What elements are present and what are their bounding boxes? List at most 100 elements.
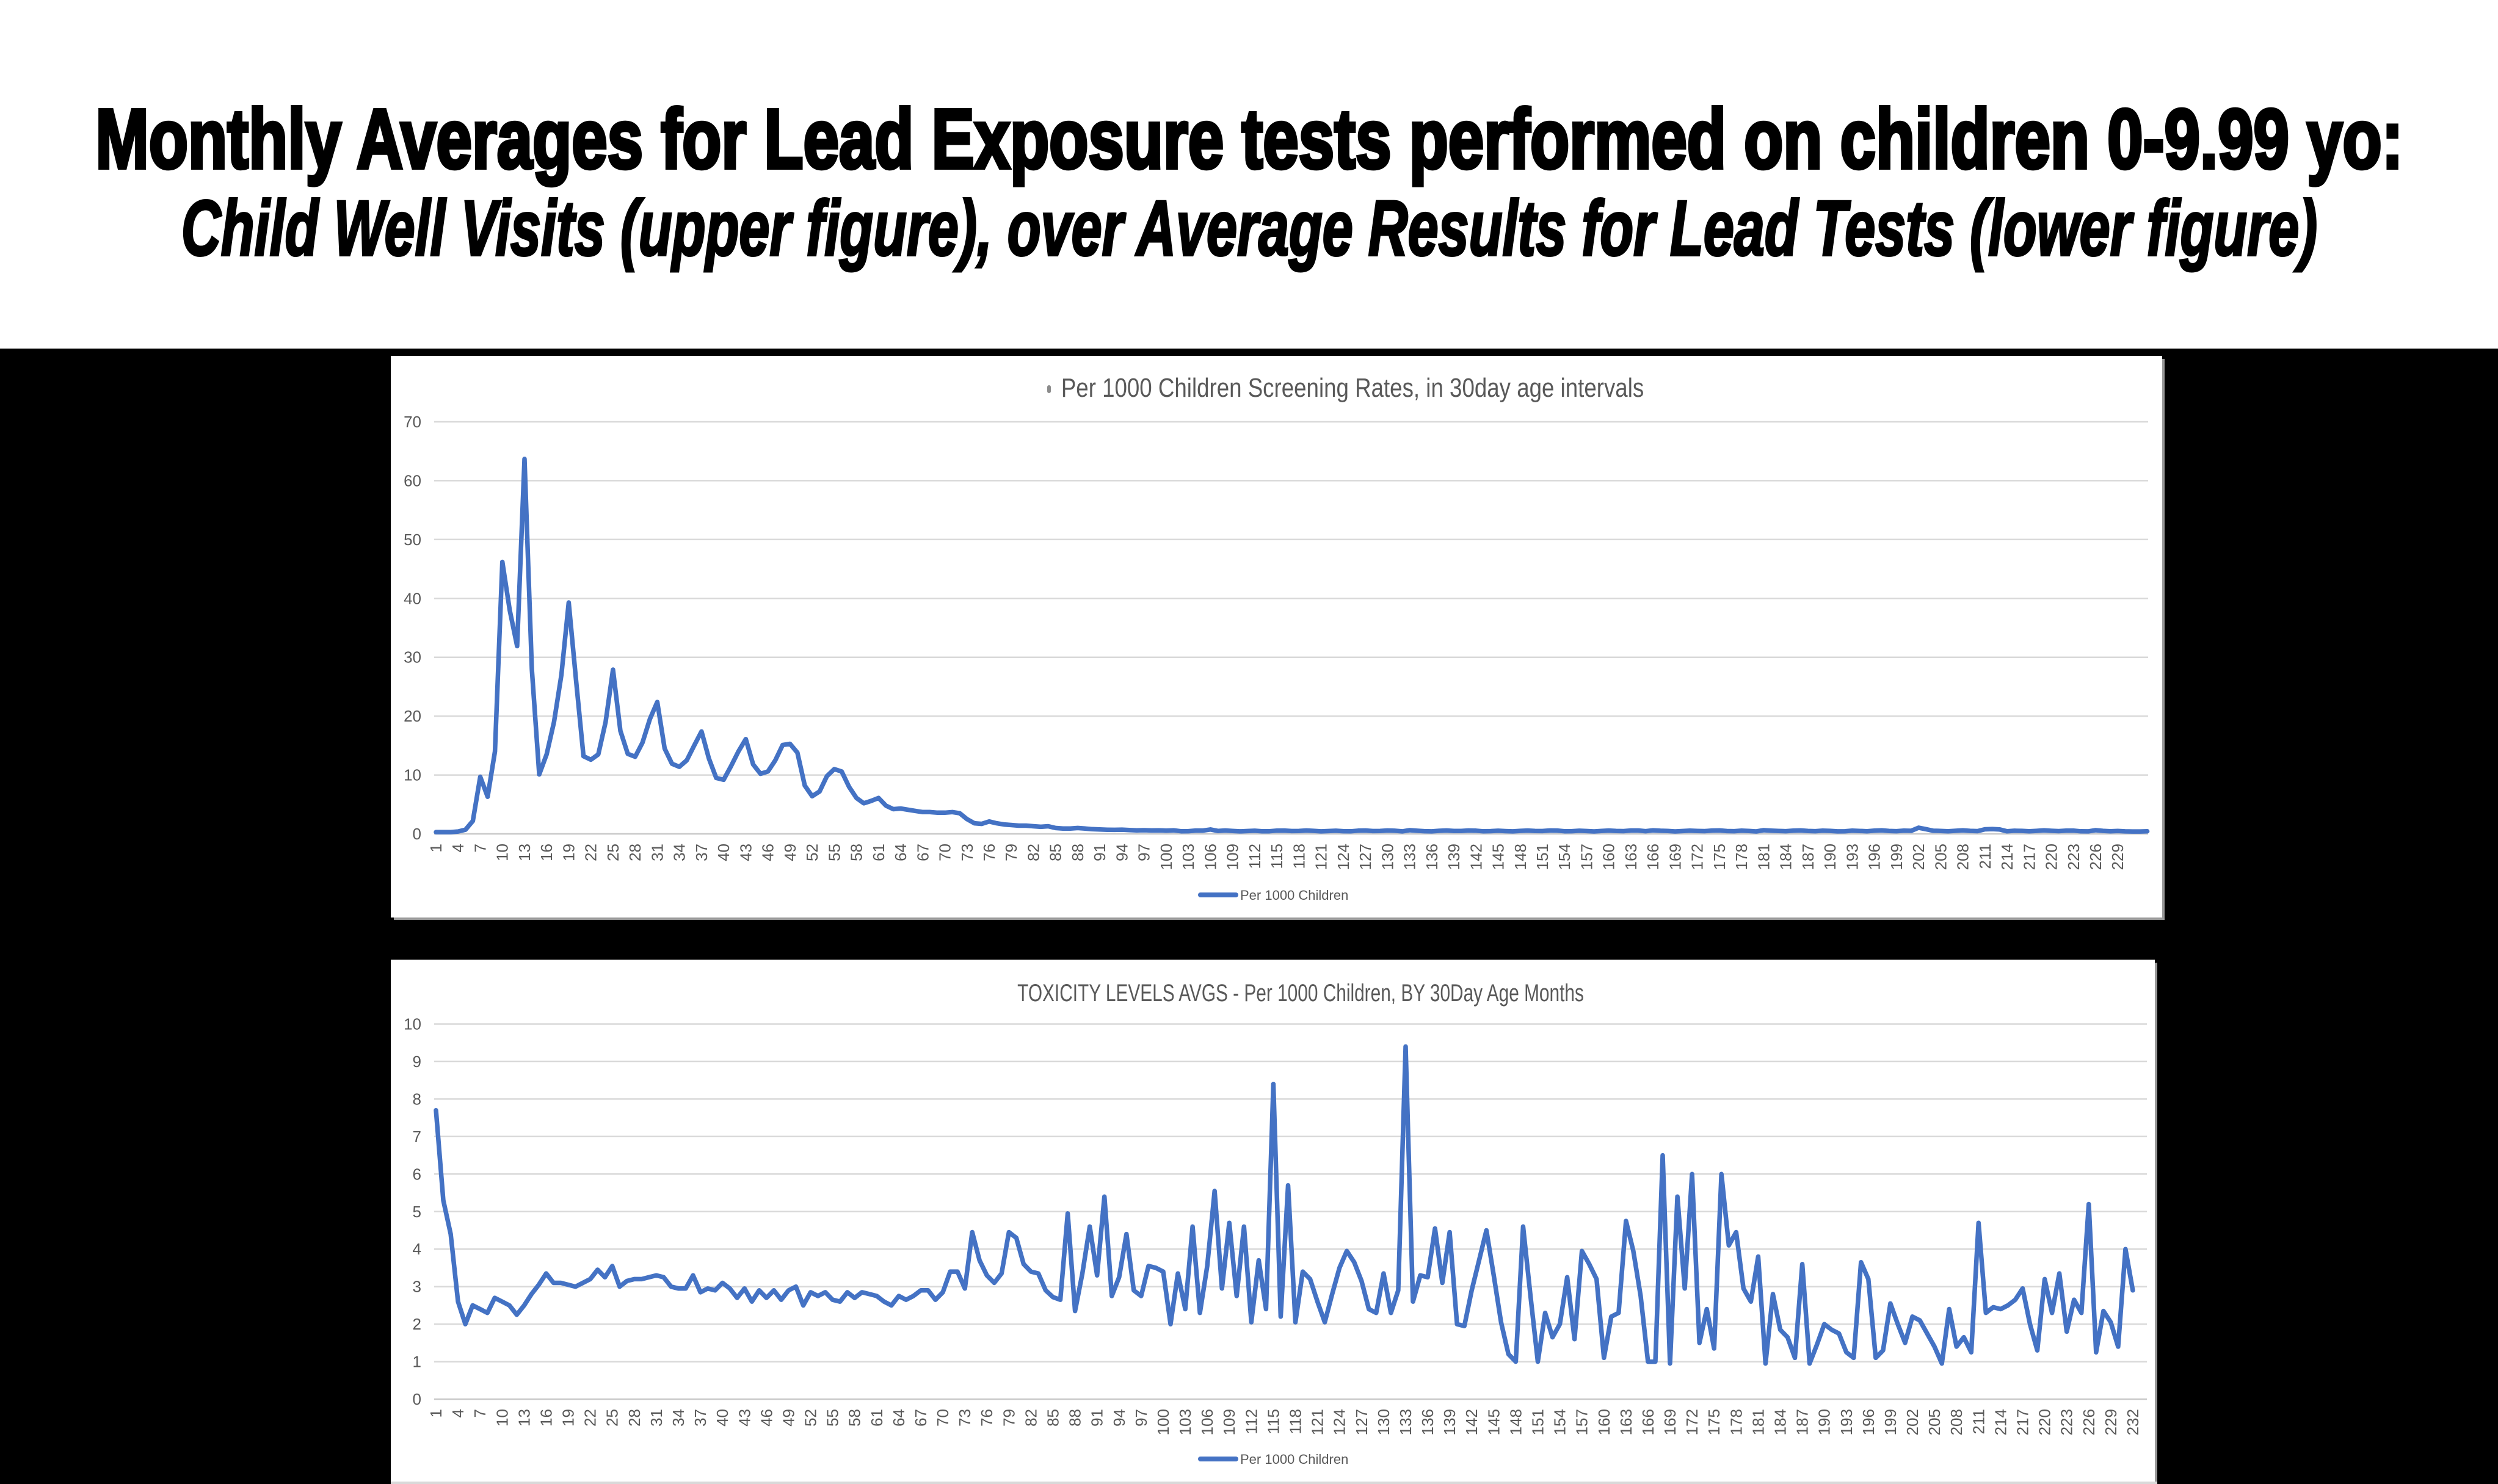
svg-text:76: 76 [978, 1409, 996, 1427]
svg-text:202: 202 [1903, 1409, 1922, 1435]
svg-text:40: 40 [404, 589, 421, 607]
svg-text:223: 223 [2064, 844, 2083, 870]
svg-text:214: 214 [1991, 1409, 2010, 1435]
svg-text:60: 60 [404, 471, 421, 490]
svg-text:46: 46 [757, 1409, 775, 1427]
svg-text:40: 40 [713, 1409, 732, 1427]
svg-text:Per 1000 Children: Per 1000 Children [1240, 888, 1348, 903]
svg-text:79: 79 [1000, 1409, 1018, 1427]
svg-text:184: 184 [1771, 1409, 1790, 1435]
svg-text:193: 193 [1837, 1409, 1856, 1435]
svg-text:127: 127 [1352, 1409, 1371, 1435]
svg-text:7: 7 [471, 1409, 489, 1417]
svg-text:37: 37 [692, 844, 711, 861]
svg-text:148: 148 [1506, 1409, 1525, 1435]
svg-text:76: 76 [980, 844, 998, 861]
svg-text:136: 136 [1418, 1409, 1437, 1435]
svg-text:154: 154 [1551, 1409, 1569, 1435]
svg-text:52: 52 [803, 844, 821, 861]
svg-text:193: 193 [1843, 844, 1861, 870]
svg-text:145: 145 [1489, 844, 1508, 870]
svg-text:55: 55 [825, 844, 843, 861]
svg-text:0: 0 [413, 1390, 421, 1408]
svg-text:151: 151 [1529, 1409, 1547, 1435]
svg-text:220: 220 [2036, 1409, 2054, 1435]
svg-text:130: 130 [1378, 844, 1396, 870]
svg-text:118: 118 [1287, 1409, 1305, 1434]
svg-text:55: 55 [824, 1409, 842, 1427]
svg-text:49: 49 [779, 1409, 797, 1427]
svg-text:70: 70 [934, 1409, 952, 1427]
svg-text:139: 139 [1445, 844, 1463, 870]
svg-text:184: 184 [1777, 844, 1795, 870]
svg-text:226: 226 [2080, 1409, 2098, 1435]
svg-text:166: 166 [1644, 844, 1662, 870]
svg-text:97: 97 [1132, 1409, 1150, 1427]
svg-text:94: 94 [1110, 1409, 1128, 1427]
svg-text:16: 16 [537, 844, 556, 861]
svg-text:64: 64 [890, 1409, 908, 1427]
svg-text:4: 4 [413, 1240, 421, 1258]
svg-text:61: 61 [868, 1409, 886, 1427]
svg-text:1: 1 [413, 1353, 421, 1371]
svg-text:28: 28 [626, 844, 644, 861]
svg-text:109: 109 [1220, 1409, 1238, 1435]
svg-text:6: 6 [413, 1165, 421, 1183]
svg-text:58: 58 [846, 1409, 864, 1427]
svg-text:8: 8 [413, 1090, 421, 1108]
svg-text:208: 208 [1947, 1409, 1966, 1435]
svg-text:145: 145 [1484, 1409, 1503, 1435]
svg-text:97: 97 [1135, 844, 1153, 861]
svg-text:73: 73 [956, 1409, 974, 1427]
svg-text:Monthly Averages for Lead Expo: Monthly Averages for Lead Exposure tests… [95, 92, 2403, 186]
svg-text:148: 148 [1511, 844, 1530, 870]
svg-text:13: 13 [515, 844, 534, 861]
svg-text:82: 82 [1022, 1409, 1040, 1427]
svg-text:67: 67 [913, 844, 932, 861]
svg-text:64: 64 [891, 844, 910, 861]
svg-text:10: 10 [404, 1015, 421, 1033]
svg-text:0: 0 [413, 825, 421, 843]
svg-text:9: 9 [413, 1052, 421, 1071]
svg-text:229: 229 [2108, 844, 2127, 870]
svg-text:208: 208 [1954, 844, 1972, 870]
svg-text:28: 28 [625, 1409, 644, 1427]
svg-text:88: 88 [1069, 844, 1087, 861]
svg-text:115: 115 [1264, 1409, 1282, 1434]
svg-text:118: 118 [1290, 844, 1308, 869]
svg-text:220: 220 [2042, 844, 2061, 870]
svg-text:124: 124 [1334, 844, 1352, 870]
svg-text:142: 142 [1467, 844, 1485, 870]
svg-text:50: 50 [404, 530, 421, 549]
svg-text:136: 136 [1423, 844, 1441, 870]
svg-text:214: 214 [1998, 844, 2016, 870]
svg-text:190: 190 [1815, 1409, 1834, 1435]
svg-text:160: 160 [1600, 844, 1618, 870]
svg-text:Per 1000 Children Screening Ra: Per 1000 Children Screening Rates, in 30… [1061, 372, 1644, 403]
svg-text:4: 4 [449, 844, 467, 852]
svg-text:211: 211 [1969, 1409, 1988, 1434]
svg-text:10: 10 [493, 844, 512, 861]
svg-text:91: 91 [1091, 844, 1109, 861]
svg-text:85: 85 [1044, 1409, 1062, 1427]
svg-text:1: 1 [427, 844, 445, 852]
svg-text:196: 196 [1865, 844, 1884, 870]
svg-text:16: 16 [537, 1409, 556, 1427]
svg-text:133: 133 [1396, 1409, 1415, 1435]
svg-text:175: 175 [1710, 844, 1729, 870]
svg-text:211: 211 [1976, 844, 1994, 869]
svg-text:82: 82 [1025, 844, 1043, 861]
svg-text:169: 169 [1661, 1409, 1679, 1435]
svg-text:10: 10 [493, 1409, 511, 1427]
svg-text:115: 115 [1268, 844, 1286, 869]
svg-text:109: 109 [1224, 844, 1242, 870]
svg-text:70: 70 [936, 844, 954, 861]
svg-text:58: 58 [848, 844, 866, 861]
svg-text:223: 223 [2058, 1409, 2076, 1435]
svg-text:31: 31 [648, 844, 666, 861]
svg-text:190: 190 [1821, 844, 1839, 870]
svg-text:19: 19 [559, 1409, 578, 1427]
svg-text:25: 25 [604, 844, 622, 861]
svg-text:112: 112 [1242, 1409, 1260, 1434]
svg-text:154: 154 [1555, 844, 1574, 870]
